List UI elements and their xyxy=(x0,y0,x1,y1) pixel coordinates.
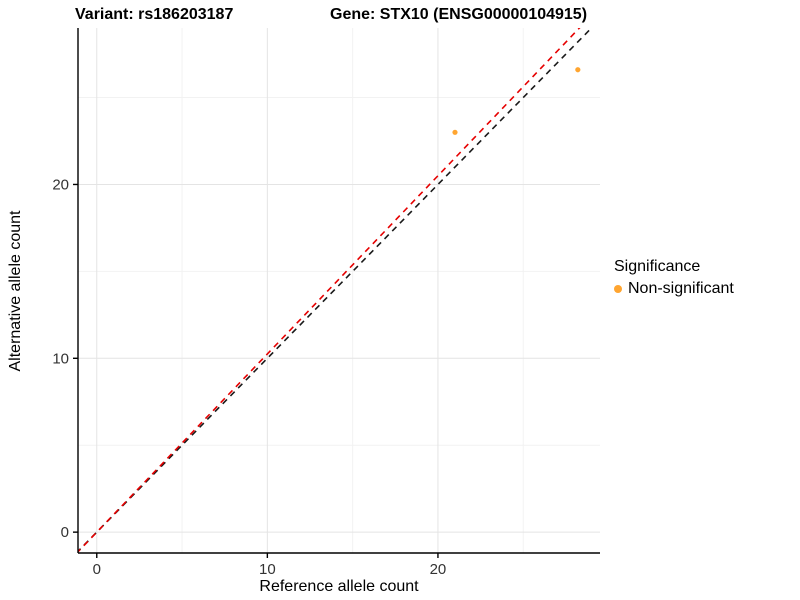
legend-title: Significance xyxy=(614,258,701,275)
legend-item: Non-significant xyxy=(614,280,734,298)
y-tick-label: 10 xyxy=(52,350,69,367)
y-tick-label: 0 xyxy=(61,524,69,541)
y-tick-label: 20 xyxy=(52,176,69,193)
variant-title: Variant: rs186203187 xyxy=(75,6,234,23)
panel-background xyxy=(78,28,600,553)
x-axis-label: Reference allele count xyxy=(259,578,419,595)
x-tick-label: 20 xyxy=(430,561,447,578)
data-point xyxy=(452,129,458,135)
identity-line xyxy=(78,28,593,553)
legend: Significance Non-significant xyxy=(614,258,734,298)
legend-item-label: Non-significant xyxy=(628,280,734,297)
fit-line xyxy=(78,28,581,553)
x-tick-label: 0 xyxy=(93,561,101,578)
legend-point-icon xyxy=(614,285,622,293)
x-tick-label: 10 xyxy=(259,561,276,578)
data-point xyxy=(575,67,581,73)
gene-title: Gene: STX10 (ENSG00000104915) xyxy=(330,6,588,23)
